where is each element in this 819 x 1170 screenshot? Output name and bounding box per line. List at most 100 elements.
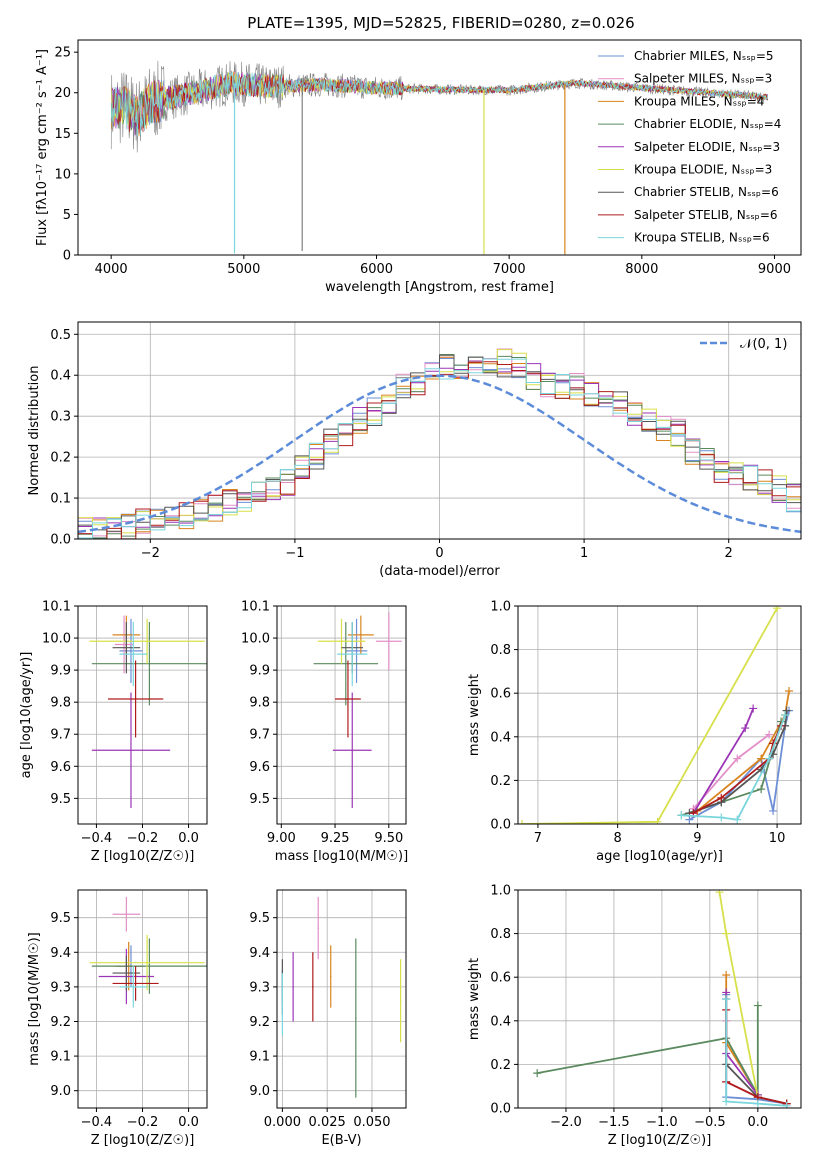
data-point [132, 986, 135, 988]
histogram-series-8 [78, 358, 801, 539]
y-tick-label: 9.6 [50, 760, 71, 775]
weight-series-3 [537, 1005, 759, 1099]
y-tick-label: 9.9 [50, 664, 71, 679]
weight-point-marker [753, 1001, 762, 1010]
y-tick-label: 0.4 [50, 369, 71, 384]
y-tick-label: 9.5 [50, 792, 71, 807]
weight-point-marker [733, 754, 742, 763]
y-tick-label: 15 [54, 127, 71, 142]
data-point [148, 965, 151, 967]
y-tick-label: 0.3 [50, 410, 71, 425]
y-tick-label: 9.4 [249, 946, 270, 961]
y-axis-label: mass weight [467, 674, 482, 756]
y-tick-label: 9.5 [249, 911, 270, 926]
spectrum-marks [110, 60, 769, 255]
axes-frame [276, 605, 407, 825]
y-axis-label: Flux [fλ10⁻¹⁷ erg cm⁻² s⁻¹ A⁻¹] [35, 49, 50, 246]
weight-point-marker [757, 754, 766, 763]
weight-point-marker [653, 817, 662, 824]
weight-point-marker [722, 995, 731, 1003]
weight-point-marker [722, 971, 731, 980]
data-point [125, 913, 128, 916]
data-point [351, 749, 354, 752]
legend-label: Chabrier ELODIE, Nₛₛₚ=4 [634, 117, 781, 131]
x-tick-label: −1.5 [598, 1115, 630, 1130]
weight-point-marker [785, 687, 794, 696]
x-tick-label: 9000 [758, 262, 791, 277]
y-tick-label: 9.3 [249, 980, 270, 995]
normal-reference-curve [78, 374, 801, 534]
y-tick-label: 9.1 [249, 1050, 270, 1065]
x-tick-label: 6000 [360, 262, 393, 277]
weight-series-2 [696, 690, 790, 812]
x-tick-label: −1.0 [646, 1115, 678, 1130]
legend-label: Kroupa ELODIE, Nₛₛₚ=3 [634, 163, 772, 177]
y-tick-label: 0.2 [490, 1058, 511, 1073]
y-tick-label: 10.0 [241, 632, 270, 647]
y-tick-label: 9.7 [50, 728, 71, 743]
y-tick-label: 0.6 [490, 687, 511, 702]
y-tick-label: 0.1 [50, 492, 71, 507]
data-point [148, 662, 151, 665]
x-tick-label: 9.25 [321, 831, 350, 846]
y-tick-label: 0.4 [490, 730, 511, 745]
data-point [388, 640, 390, 643]
weight-vs-Z-marks [533, 890, 791, 1108]
weight-vs-age-marks [518, 606, 794, 824]
x-tick-label: −0.5 [694, 1115, 726, 1130]
weight-point-marker [715, 890, 724, 897]
data-point [399, 999, 402, 1002]
weight-point-marker [749, 704, 758, 713]
weight-point-marker [533, 1069, 542, 1078]
x-tick-label: 0.0 [178, 1115, 199, 1130]
y-axis-label: mass weight [467, 958, 482, 1040]
data-point [134, 698, 137, 700]
spectrum-series-8 [110, 71, 769, 137]
weight-point-marker [717, 813, 726, 822]
y-tick-label: 10 [54, 167, 71, 182]
age-vs-mass-marks [313, 612, 402, 808]
x-tick-label: 1 [580, 546, 588, 561]
x-axis-label: E(B-V) [321, 1133, 361, 1148]
weight-point-marker [753, 1099, 762, 1108]
y-tick-label: 9.0 [249, 1084, 270, 1099]
y-tick-label: 9.1 [50, 1050, 71, 1065]
x-tick-label: 0.0 [747, 1115, 768, 1130]
data-point [292, 986, 294, 988]
x-tick-label: −1 [285, 546, 304, 561]
x-axis-label: Z [log10(Z/Z☉)] [91, 1133, 195, 1148]
mass-vs-Z-marks [89, 896, 207, 1008]
data-point [312, 986, 314, 988]
weight-point-marker [722, 1097, 731, 1106]
weight-point-marker [765, 754, 774, 763]
x-axis-label: mass [log10(M/M☉)] [275, 849, 408, 864]
data-point [125, 646, 128, 649]
x-tick-label: 7000 [493, 262, 526, 277]
y-tick-label: 0.0 [50, 533, 71, 548]
weight-point-marker [782, 706, 791, 715]
y-axis-label: mass [log10(M/M☉)] [27, 932, 42, 1065]
weight-point-marker [757, 785, 766, 794]
y-tick-label: 9.0 [50, 1084, 71, 1099]
y-tick-label: 0.8 [490, 643, 511, 658]
y-tick-label: 9.3 [50, 980, 71, 995]
data-point [345, 662, 347, 665]
y-tick-label: 1.0 [490, 884, 511, 899]
x-tick-label: 0.000 [264, 1115, 301, 1130]
y-tick-label: 0.6 [490, 971, 511, 986]
weight-point-marker [722, 929, 731, 938]
y-tick-label: 9.4 [50, 946, 71, 961]
x-tick-label: 0.0 [178, 831, 199, 846]
x-axis-label: Z [log10(Z/Z☉)] [608, 1133, 712, 1148]
y-tick-label: 0.5 [50, 328, 71, 343]
legend-label: 𝒩(0, 1) [740, 337, 787, 352]
weight-point-marker [782, 1101, 791, 1108]
data-point [355, 1017, 357, 1019]
data-point [130, 650, 132, 652]
data-point [340, 640, 343, 643]
y-tick-label: 9.2 [50, 1015, 71, 1030]
axes-frame [517, 605, 802, 825]
y-tick-label: 0 [63, 249, 71, 264]
data-point [146, 640, 148, 643]
y-tick-label: 0.8 [490, 927, 511, 942]
